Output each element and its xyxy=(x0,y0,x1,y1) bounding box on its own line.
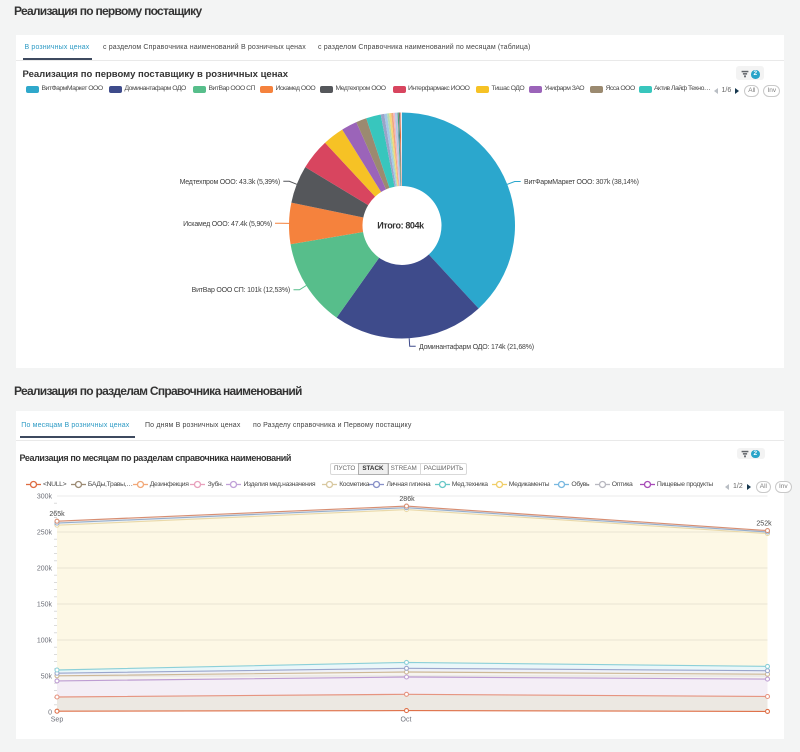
svg-text:ВитВар ООО СП: 101k (12,53%): ВитВар ООО СП: 101k (12,53%) xyxy=(192,287,290,294)
svg-text:0: 0 xyxy=(48,710,52,717)
svg-text:Sep: Sep xyxy=(51,717,64,724)
svg-text:250k: 250k xyxy=(37,530,53,537)
svg-text:265k: 265k xyxy=(49,511,65,518)
svg-text:150k: 150k xyxy=(37,602,53,609)
svg-text:Доминантафарм ОДО: 174k (21,68: Доминантафарм ОДО: 174k (21,68%) xyxy=(419,344,534,351)
svg-text:Oct: Oct xyxy=(401,717,412,724)
svg-text:286k: 286k xyxy=(399,496,415,503)
svg-text:100k: 100k xyxy=(37,638,53,645)
svg-text:Искамед ООО: 47.4k (5,90%): Искамед ООО: 47.4k (5,90%) xyxy=(183,221,272,228)
svg-text:252k: 252k xyxy=(756,521,772,528)
svg-text:200k: 200k xyxy=(37,566,53,573)
svg-text:ВитФармМаркет ООО: 307k (38,14: ВитФармМаркет ООО: 307k (38,14%) xyxy=(524,179,639,186)
svg-text:300k: 300k xyxy=(37,494,53,501)
svg-text:50k: 50k xyxy=(41,674,53,681)
svg-text:Медтехпром ООО: 43.3k (5,39%): Медтехпром ООО: 43.3k (5,39%) xyxy=(180,179,280,186)
svg-text:Итого: 804k: Итого: 804k xyxy=(377,221,425,231)
